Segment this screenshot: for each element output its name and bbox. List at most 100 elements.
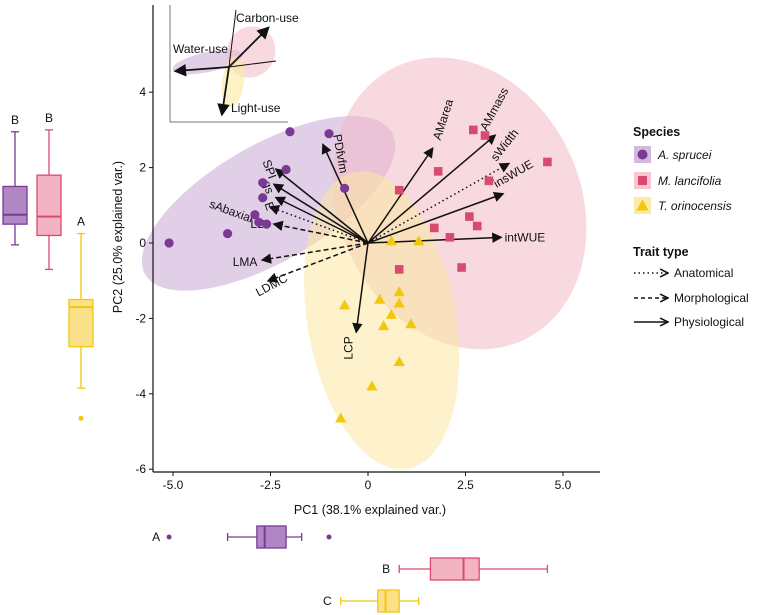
loading-arrow-sabaxial xyxy=(268,205,369,244)
loading-label-intwue: intWUE xyxy=(505,230,546,244)
pc1-letter-m-lancifolia: B xyxy=(382,562,390,576)
point-m-lancifolia-3 xyxy=(433,167,443,176)
point-m-lancifolia-9 xyxy=(469,125,478,135)
y-tick-label: 0 xyxy=(139,236,146,250)
loading-arrow-gs xyxy=(272,183,369,244)
pc2-outlier-t-orinocensis xyxy=(78,415,84,421)
loading-arrow-ammass xyxy=(367,134,497,244)
point-a-sprucei-3 xyxy=(254,217,264,227)
loading-arrow-lcp xyxy=(352,242,369,334)
point-t-orinocensis-5 xyxy=(393,297,405,308)
pc1-letter-t-orinocensis: C xyxy=(323,594,332,608)
point-t-orinocensis-11 xyxy=(335,412,347,423)
legend-item-anatomical: Anatomical xyxy=(634,266,733,280)
pc1-box-t-orinocensis xyxy=(377,589,400,613)
ellipses-layer xyxy=(141,57,587,470)
inset-panel: Carbon-use Water-use Light-use xyxy=(169,5,299,123)
loading-label-lma: LMA xyxy=(233,255,258,269)
inset-label-light: Light-use xyxy=(231,101,281,115)
loading-arrow-spi xyxy=(274,168,369,244)
point-a-sprucei-6 xyxy=(262,219,272,229)
axes-layer: -5.0 -2.5 0 2.5 5.0 -6 -4 -2 0 2 4 PC1 (38.1% expla… xyxy=(111,5,600,517)
y-tick-label: -4 xyxy=(135,387,146,401)
point-m-lancifolia-11 xyxy=(445,233,455,242)
y-tick-label: -6 xyxy=(135,462,146,476)
pc2-letter-a-sprucei: B xyxy=(11,113,19,127)
legend-item-physiological: Physiological xyxy=(634,315,744,329)
x-tick-label: 0 xyxy=(365,478,372,492)
loading-arrow-e xyxy=(274,196,369,244)
legend-item-m-lancifolia: M. lancifolia xyxy=(634,172,722,189)
inset-label-water: Water-use xyxy=(173,42,228,56)
legend-item-t-orinocensis: T. orinocensis xyxy=(634,197,732,214)
legend: Species A. sprucei M. lancifolia T. orin… xyxy=(633,125,749,329)
pc1-outlier-a-sprucei xyxy=(326,534,332,540)
legend-label-a-sprucei: A. sprucei xyxy=(657,148,712,162)
y-tick-label: 2 xyxy=(139,161,146,175)
x-tick-label: -2.5 xyxy=(260,478,281,492)
point-a-sprucei-4 xyxy=(258,178,268,188)
point-m-lancifolia-1 xyxy=(394,265,404,274)
points-layer xyxy=(164,125,552,423)
x-axis-label: PC1 (38.1% explained var.) xyxy=(294,503,446,517)
legend-label-anatomical: Anatomical xyxy=(674,266,733,280)
point-t-orinocensis-10 xyxy=(366,380,378,391)
legend-marker-triangle xyxy=(636,199,649,211)
point-t-orinocensis-1 xyxy=(413,235,425,246)
legend-trait-title: Trait type xyxy=(633,245,689,259)
point-a-sprucei-0 xyxy=(164,238,174,248)
pc2-box-m-lancifolia xyxy=(36,174,62,237)
legend-item-morphological: Morphological xyxy=(634,291,749,305)
point-a-sprucei-7 xyxy=(281,164,291,175)
pc1-box-a-sprucei xyxy=(256,525,287,549)
point-m-lancifolia-5 xyxy=(472,221,482,231)
legend-marker-square xyxy=(638,176,647,185)
point-m-lancifolia-8 xyxy=(480,131,490,140)
loading-label-ldmc: LDMC xyxy=(253,271,290,299)
point-a-sprucei-10 xyxy=(324,129,334,139)
point-t-orinocensis-4 xyxy=(393,286,405,297)
x-tick-label: -5.0 xyxy=(163,478,184,492)
pc1-boxplots: A B C xyxy=(152,525,549,613)
y-tick-label: -2 xyxy=(135,311,146,325)
loading-arrow-lma xyxy=(260,242,369,264)
inset-ellipse-yellow xyxy=(221,56,245,108)
loading-label-spi: SPI xyxy=(260,158,280,181)
point-m-lancifolia-0 xyxy=(394,185,404,195)
pc1-box-m-lancifolia xyxy=(429,557,480,581)
point-t-orinocensis-2 xyxy=(339,299,351,310)
inset-ellipse-purple xyxy=(172,49,244,75)
point-t-orinocensis-3 xyxy=(374,293,386,304)
point-t-orinocensis-7 xyxy=(405,318,417,329)
point-a-sprucei-1 xyxy=(223,228,233,239)
y-tick-label: 4 xyxy=(139,85,146,99)
legend-species-title: Species xyxy=(633,125,680,139)
point-a-sprucei-8 xyxy=(285,127,295,137)
pc2-letter-t-orinocensis: A xyxy=(77,215,85,229)
point-m-lancifolia-4 xyxy=(465,212,474,221)
x-tick-label: 5.0 xyxy=(555,478,572,492)
ellipse-t-orinocensis xyxy=(304,171,460,470)
x-tick-label: 2.5 xyxy=(457,478,474,492)
legend-item-a-sprucei: A. sprucei xyxy=(634,146,712,163)
point-a-sprucei-5 xyxy=(258,193,268,203)
legend-marker-circle xyxy=(637,149,648,160)
loading-label-pdfvfm: PDfvfm xyxy=(330,133,351,174)
point-t-orinocensis-6 xyxy=(385,308,397,319)
ellipse-a-sprucei xyxy=(141,116,396,291)
point-t-orinocensis-8 xyxy=(378,320,390,331)
loading-arrow-ldmc xyxy=(266,242,369,283)
legend-label-m-lancifolia: M. lancifolia xyxy=(658,174,722,188)
point-a-sprucei-2 xyxy=(250,210,260,220)
legend-label-physiological: Physiological xyxy=(674,315,744,329)
point-m-lancifolia-7 xyxy=(484,176,494,186)
pc1-letter-a-sprucei: A xyxy=(152,530,160,544)
legend-label-t-orinocensis: T. orinocensis xyxy=(658,199,732,213)
pc2-letter-m-lancifolia: B xyxy=(45,111,53,125)
point-m-lancifolia-10 xyxy=(543,157,552,167)
point-t-orinocensis-9 xyxy=(393,355,405,366)
pc1-outlier-a-sprucei xyxy=(166,534,172,540)
y-axis-label: PC2 (25.0% explained var.) xyxy=(111,161,125,313)
pc2-boxplots: B B A xyxy=(2,111,94,421)
